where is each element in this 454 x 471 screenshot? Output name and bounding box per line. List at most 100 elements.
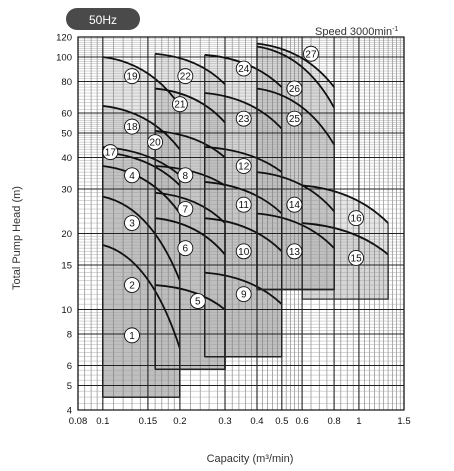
zone-6-fill: [155, 218, 226, 370]
zone-label-circle: [348, 250, 365, 266]
zone-22-boundary: [154, 53, 226, 370]
x-axis-label: Capacity (m³/min): [207, 453, 294, 465]
zone-8-curve: [155, 165, 226, 187]
zone-13-curve: [256, 212, 335, 249]
zone-label-text: 19: [126, 72, 138, 83]
zone-label-text: 10: [238, 247, 250, 258]
zone-label-9: 9: [235, 286, 252, 303]
zone-label-text: 9: [241, 290, 247, 301]
zone-16-curve: [302, 184, 389, 224]
zone-label-circle: [177, 240, 194, 257]
zone-label-circle: [286, 110, 303, 127]
zone-11-curve: [204, 181, 283, 215]
zone-23-curve: [204, 92, 283, 130]
x-tick-label: 0.2: [173, 416, 186, 427]
y-tick-label: 30: [61, 185, 72, 196]
zone-9-curve: [204, 271, 283, 305]
zone-label-circle: [124, 327, 140, 344]
zone-label-7: 7: [177, 201, 194, 217]
x-tick-label: 0.08: [69, 416, 88, 427]
zone-7-curve: [155, 191, 226, 224]
zone-label-18: 18: [124, 118, 140, 135]
zone-label-27: 27: [303, 45, 319, 62]
y-tick-label: 60: [61, 109, 72, 120]
zone-label-circle: [235, 196, 252, 213]
zone-label-text: 26: [289, 84, 301, 95]
zone-label-24: 24: [235, 60, 252, 77]
x-tick-label: 0.8: [327, 416, 340, 427]
speed-label: Speed 3000min-1: [315, 26, 398, 38]
badge-text: 50Hz: [89, 13, 117, 27]
zone-label-11: 11: [235, 196, 252, 213]
zone-27-boundary: [256, 43, 335, 291]
zone-label-text: 4: [129, 171, 135, 182]
zone-label-text: 3: [129, 219, 135, 230]
zone-label-circle: [286, 196, 303, 213]
y-tick-label: 4: [67, 406, 72, 417]
zone-20-curve: [155, 129, 226, 159]
zone-label-text: 14: [289, 200, 301, 211]
zone-label-circle: [124, 277, 140, 293]
y-tick-label: 8: [67, 329, 72, 340]
zone-3-fill: [102, 166, 180, 398]
zone-label-circle: [286, 80, 303, 97]
zone-label-text: 16: [351, 214, 363, 225]
zone-label-text: 1: [129, 331, 135, 342]
zone-label-circle: [102, 144, 119, 161]
zone-label-circle: [189, 293, 206, 310]
zone-12-curve: [204, 146, 283, 173]
zone-label-text: 5: [195, 297, 201, 308]
zone-label-circle: [235, 243, 252, 260]
zone-label-text: 6: [183, 244, 189, 255]
zone-label-13: 13: [286, 243, 303, 260]
frequency-badge: 50Hz: [66, 8, 140, 30]
x-tick-label: 0.1: [96, 416, 109, 427]
zone-label-5: 5: [189, 293, 206, 310]
zone-label-text: 24: [238, 64, 250, 75]
zone-label-circle: [124, 118, 140, 135]
y-tick-label: 5: [67, 381, 72, 392]
zone-label-circle: [303, 45, 319, 62]
zone-1-curve: [102, 244, 181, 349]
zone-label-20: 20: [147, 134, 164, 151]
y-tick-label: 15: [61, 261, 72, 272]
zone-label-17: 17: [102, 144, 119, 161]
zone-label-circle: [286, 243, 303, 260]
zone-label-circle: [124, 68, 140, 85]
zone-label-circle: [124, 167, 140, 184]
x-tick-label: 1.5: [397, 416, 410, 427]
zone-14-curve: [256, 171, 335, 212]
zone-label-circle: [177, 68, 194, 85]
zone-label-text: 7: [183, 205, 189, 216]
x-tick-label: 0.6: [295, 416, 308, 427]
tick-labels: 0.08 0.1 0.15 0.2 0.3 0.4 0.5 0.6 0.8 1 1.5 4 5 6 8 10 1…: [56, 33, 410, 428]
x-tick-label: 1: [356, 416, 361, 427]
zone-label-text: 22: [180, 72, 192, 83]
zone-label-4: 4: [124, 167, 140, 184]
zone-26-fill: [256, 46, 335, 290]
zone-label-circle: [235, 286, 252, 303]
zone-label-3: 3: [124, 215, 140, 231]
zone-label-25: 25: [286, 110, 303, 127]
zone-label-15: 15: [348, 250, 365, 266]
zone-25-curve: [256, 87, 335, 146]
zone-16-fill: [302, 185, 389, 300]
y-axis-label: Total Pump Head (m): [11, 186, 23, 290]
zone-21-curve: [155, 87, 226, 124]
y-tick-label: 100: [56, 52, 72, 63]
zone-10-curve: [204, 217, 283, 252]
zone-label-26: 26: [286, 80, 303, 97]
zone-label-text: 23: [238, 114, 250, 125]
plot-frame: [77, 36, 405, 411]
zone-15-curve: [302, 222, 389, 256]
zone-2-fill: [102, 196, 180, 398]
zone-24-boundary: [204, 54, 283, 358]
speed-sup: -1: [392, 26, 398, 33]
zone-label-1: 1: [124, 327, 140, 344]
badge-pill: [66, 8, 140, 30]
zone-label-text: 21: [174, 100, 186, 111]
zone-label-text: 18: [126, 122, 138, 133]
zone-label-circle: [171, 96, 188, 113]
zone-label-21: 21: [171, 96, 188, 113]
